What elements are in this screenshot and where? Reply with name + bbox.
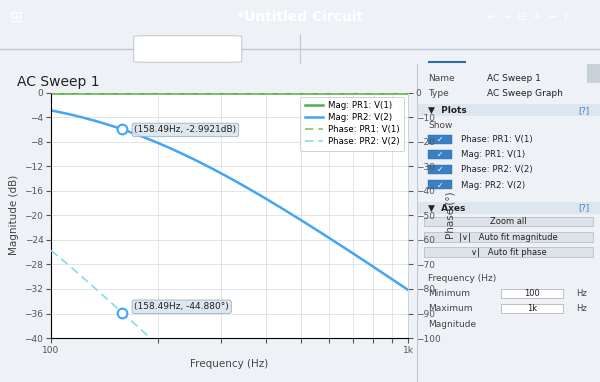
Bar	[417, 104, 600, 116]
Text: [?]: [?]	[578, 106, 589, 115]
Text: Mag: PR1: V(1): Mag: PR1: V(1)	[461, 150, 525, 159]
Bar	[424, 247, 593, 257]
Text: Zoom all: Zoom all	[490, 217, 527, 226]
Text: ▼  Axes: ▼ Axes	[428, 204, 466, 212]
Bar	[501, 304, 563, 313]
Text: Minimum: Minimum	[428, 289, 470, 298]
Text: (158.49Hz, -44.880°): (158.49Hz, -44.880°)	[134, 302, 229, 311]
Text: Hz: Hz	[576, 304, 587, 313]
Text: ↩  ↪  ⊡  +  −  ?: ↩ ↪ ⊡ + − ?	[487, 12, 569, 22]
Text: Maximum: Maximum	[428, 304, 472, 313]
Bar	[428, 180, 452, 189]
Bar	[424, 232, 593, 241]
Text: |∨|   Auto fit magnitude: |∨| Auto fit magnitude	[459, 233, 558, 241]
Text: ∨|   Auto fit phase: ∨| Auto fit phase	[470, 248, 547, 257]
Bar	[417, 202, 600, 214]
Text: Show: Show	[428, 121, 452, 130]
Y-axis label: Phase (°): Phase (°)	[446, 191, 456, 239]
Bar	[501, 289, 563, 298]
Text: 1k: 1k	[527, 304, 538, 313]
Text: Magnitude: Magnitude	[428, 320, 476, 329]
Text: Phase: PR1: V(1): Phase: PR1: V(1)	[461, 135, 533, 144]
Text: Phase: PR2: V(2): Phase: PR2: V(2)	[461, 165, 533, 175]
Text: ✓: ✓	[437, 165, 443, 175]
Text: 100: 100	[524, 289, 540, 298]
Text: Mag: PR2: V(2): Mag: PR2: V(2)	[461, 181, 525, 189]
Text: AC Sweep Graph: AC Sweep Graph	[487, 89, 562, 98]
Text: (158.49Hz, -2.9921dB): (158.49Hz, -2.9921dB)	[134, 125, 236, 134]
Text: ⊞: ⊞	[9, 10, 22, 24]
Text: AC Sweep 1: AC Sweep 1	[17, 75, 100, 89]
Text: Name: Name	[428, 74, 455, 83]
Text: Frequency (Hz): Frequency (Hz)	[428, 274, 496, 283]
Bar	[428, 150, 452, 159]
Bar	[587, 64, 600, 83]
Text: ✓: ✓	[437, 150, 443, 159]
Bar	[428, 165, 452, 174]
Text: [?]: [?]	[578, 204, 589, 212]
Text: Hz: Hz	[576, 289, 587, 298]
Legend: Mag: PR1: V(1), Mag: PR2: V(2), Phase: PR1: V(1), Phase: PR2: V(2): Mag: PR1: V(1), Mag: PR2: V(2), Phase: P…	[300, 97, 404, 151]
Bar	[428, 134, 452, 144]
X-axis label: Frequency (Hz): Frequency (Hz)	[190, 359, 269, 369]
Text: *Untitled Circuit: *Untitled Circuit	[237, 10, 363, 24]
Text: ✓: ✓	[437, 135, 443, 144]
Text: AC Sweep 1: AC Sweep 1	[487, 74, 541, 83]
Y-axis label: Magnitude (dB): Magnitude (dB)	[9, 175, 19, 256]
Text: Type: Type	[428, 89, 449, 98]
Text: ▼  Plots: ▼ Plots	[428, 106, 467, 115]
Text: ✓: ✓	[437, 181, 443, 189]
Bar	[424, 217, 593, 226]
FancyBboxPatch shape	[134, 36, 242, 62]
